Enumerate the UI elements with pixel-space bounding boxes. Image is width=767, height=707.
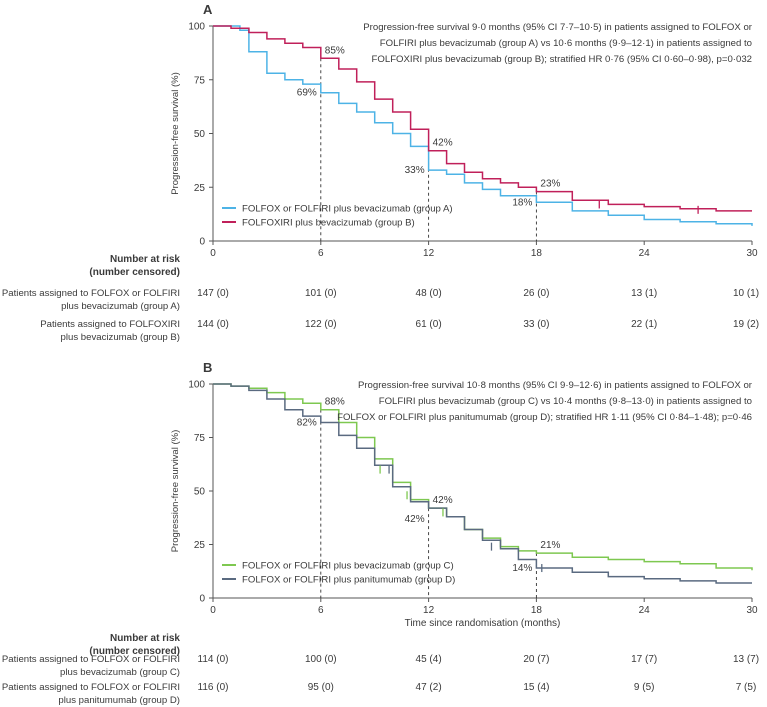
risk-value: 147 (0) [197, 288, 229, 299]
risk-header: Number at risk [110, 633, 180, 644]
risk-value: 116 (0) [198, 682, 229, 693]
risk-value: 47 (2) [416, 682, 442, 693]
risk-value: 48 (0) [416, 288, 442, 299]
point-label: 42% [405, 514, 425, 525]
risk-value: 17 (7) [631, 654, 657, 665]
y-tick-label: 75 [194, 75, 206, 86]
x-tick-label: 30 [746, 605, 758, 616]
risk-row-label: Patients assigned to FOLFOXIRI [40, 319, 180, 330]
x-tick-label: 0 [210, 605, 216, 616]
risk-value: 22 (1) [631, 319, 657, 330]
legend-label-2: FOLFOX or FOLFIRI plus panitumumab (grou… [242, 575, 455, 586]
risk-value: 7 (5) [736, 682, 757, 693]
panel-letter: A [203, 2, 213, 17]
risk-value: 45 (4) [416, 654, 442, 665]
x-tick-label: 30 [746, 248, 758, 259]
risk-value: 100 (0) [305, 654, 337, 665]
point-label: 23% [540, 179, 560, 190]
legend-label-2: FOLFOXIRI plus bevacizumab (group B) [242, 218, 415, 229]
panel-letter: B [203, 360, 212, 375]
point-label: 14% [512, 563, 532, 574]
point-label: 21% [540, 540, 560, 551]
point-label: 85% [325, 45, 345, 56]
x-tick-label: 6 [318, 248, 324, 259]
annotation-line: FOLFIRI plus bevacizumab (group A) vs 10… [380, 38, 752, 49]
risk-header: Number at risk [110, 254, 180, 265]
y-tick-label: 0 [199, 237, 205, 248]
y-tick-label: 100 [188, 380, 205, 391]
risk-value: 20 (7) [523, 654, 549, 665]
point-label: 18% [512, 197, 532, 208]
risk-row-label: Patients assigned to FOLFOX or FOLFIRI [2, 654, 180, 665]
point-label: 33% [405, 165, 425, 176]
y-tick-label: 25 [194, 540, 206, 551]
annotation-line: FOLFOX or FOLFIRI plus panitumumab (grou… [337, 412, 752, 423]
risk-value: 61 (0) [416, 319, 442, 330]
series-line-2 [213, 383, 752, 584]
risk-value: 10 (1) [733, 288, 759, 299]
risk-value: 13 (1) [631, 288, 657, 299]
risk-value: 122 (0) [305, 319, 337, 330]
y-tick-label: 25 [194, 183, 206, 194]
risk-row-label: plus bevacizumab (group B) [61, 332, 180, 343]
risk-header-sub: (number censored) [89, 267, 180, 278]
risk-value: 101 (0) [305, 288, 337, 299]
risk-row-label: Patients assigned to FOLFOX or FOLFIRI [2, 288, 180, 299]
x-tick-label: 6 [318, 605, 324, 616]
y-tick-label: 0 [199, 594, 205, 605]
y-tick-label: 50 [194, 129, 206, 140]
annotation-line: FOLFIRI plus bevacizumab (group C) vs 10… [379, 396, 752, 407]
legend-label-1: FOLFOX or FOLFIRI plus bevacizumab (grou… [242, 204, 453, 215]
risk-value: 19 (2) [733, 319, 759, 330]
y-tick-label: 100 [188, 22, 205, 33]
risk-value: 15 (4) [523, 682, 549, 693]
risk-value: 26 (0) [523, 288, 549, 299]
risk-row-label: Patients assigned to FOLFOX or FOLFIRI [2, 682, 180, 693]
annotation-line: Progression-free survival 9·0 months (95… [363, 22, 753, 33]
x-tick-label: 12 [423, 605, 435, 616]
annotation-line: Progression-free survival 10·8 months (9… [358, 380, 753, 391]
risk-row-label: plus panitumumab (group D) [58, 695, 180, 706]
risk-header-sub: (number censored) [89, 646, 180, 657]
point-label: 42% [433, 495, 453, 506]
x-axis-label: Time since randomisation (months) [405, 618, 561, 629]
risk-row-label: plus bevacizumab (group C) [60, 667, 180, 678]
risk-value: 95 (0) [308, 682, 334, 693]
chart-panel-a: A 0 25 50 75 100 0 6 12 18 24 30 Progression-free su… [2, 2, 759, 343]
risk-row-label: plus bevacizumab (group A) [61, 301, 180, 312]
x-tick-label: 24 [639, 605, 651, 616]
x-tick-label: 18 [531, 248, 543, 259]
x-tick-label: 0 [210, 248, 216, 259]
risk-value: 114 (0) [198, 654, 229, 665]
point-label: 42% [433, 138, 453, 149]
point-label: 82% [297, 418, 317, 429]
y-axis-label: Progression-free survival (%) [170, 72, 181, 194]
legend-label-1: FOLFOX or FOLFIRI plus bevacizumab (grou… [242, 561, 454, 572]
x-tick-label: 12 [423, 248, 435, 259]
risk-value: 9 (5) [634, 682, 655, 693]
chart-panel-b: B 0 25 50 75 100 0 6 12 18 24 30 Progression-free su… [2, 360, 759, 706]
x-tick-label: 18 [531, 605, 543, 616]
y-tick-label: 50 [194, 487, 206, 498]
risk-value: 13 (7) [733, 654, 759, 665]
risk-value: 33 (0) [523, 319, 549, 330]
annotation-line: FOLFOXIRI plus bevacizumab (group B); st… [372, 54, 752, 65]
point-label: 69% [297, 88, 317, 99]
y-axis-label: Progression-free survival (%) [170, 430, 181, 552]
risk-value: 144 (0) [197, 319, 229, 330]
y-tick-label: 75 [194, 433, 206, 444]
series-line-2 [213, 25, 752, 212]
point-label: 88% [325, 397, 345, 408]
x-tick-label: 24 [639, 248, 651, 259]
